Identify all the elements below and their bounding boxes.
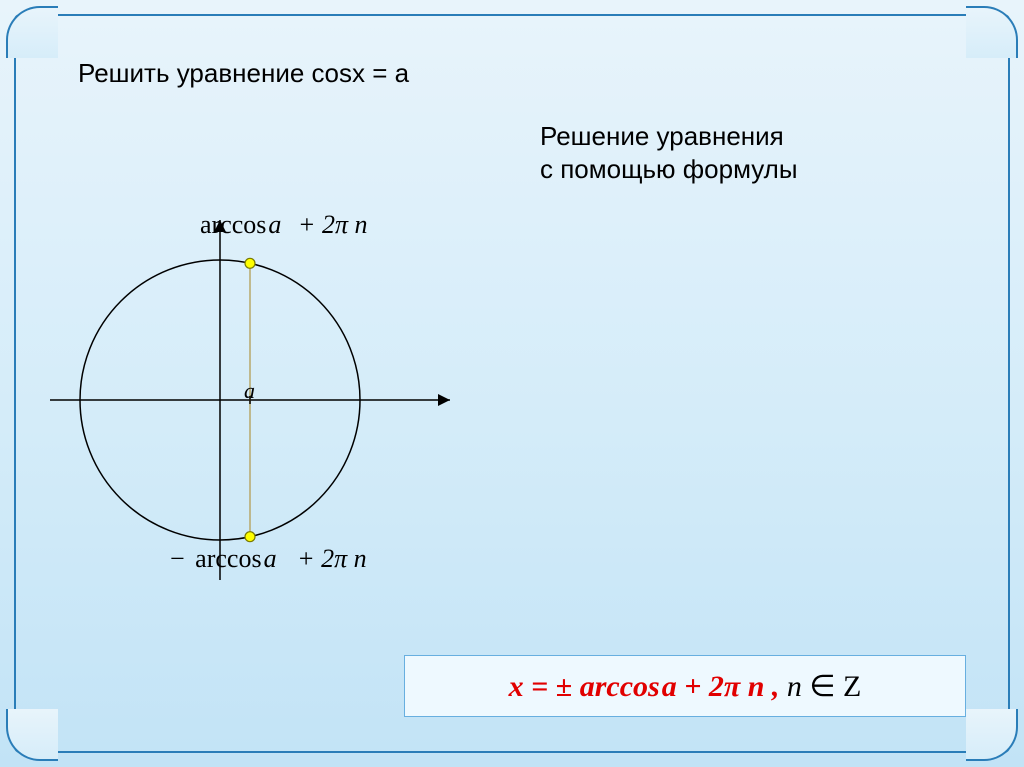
label-arccos-top: arccosa + 2π n <box>200 210 367 240</box>
formula-text: x = ± arccosa + 2π n , n ∈ Z <box>509 669 862 704</box>
frame-corner-br <box>966 709 1018 761</box>
unit-circle-diagram: a arccosa + 2π n − arccosa + 2π n <box>50 160 490 600</box>
subtitle-line2: с помощью формулы <box>540 154 798 184</box>
slide-subtitle: Решение уравнения с помощью формулы <box>540 120 798 185</box>
frame-corner-bl <box>6 709 58 761</box>
frame-corner-tl <box>6 6 58 58</box>
subtitle-line1: Решение уравнения <box>540 121 784 151</box>
label-arccos-bottom: − arccosa + 2π n <box>170 544 367 574</box>
slide-page: Решить уравнение cosx = a Решение уравне… <box>0 0 1024 767</box>
formula-box: x = ± arccosa + 2π n , n ∈ Z <box>404 655 966 717</box>
frame-corner-tr <box>966 6 1018 58</box>
slide-title: Решить уравнение cosx = a <box>78 58 409 89</box>
label-a: a <box>244 378 255 404</box>
